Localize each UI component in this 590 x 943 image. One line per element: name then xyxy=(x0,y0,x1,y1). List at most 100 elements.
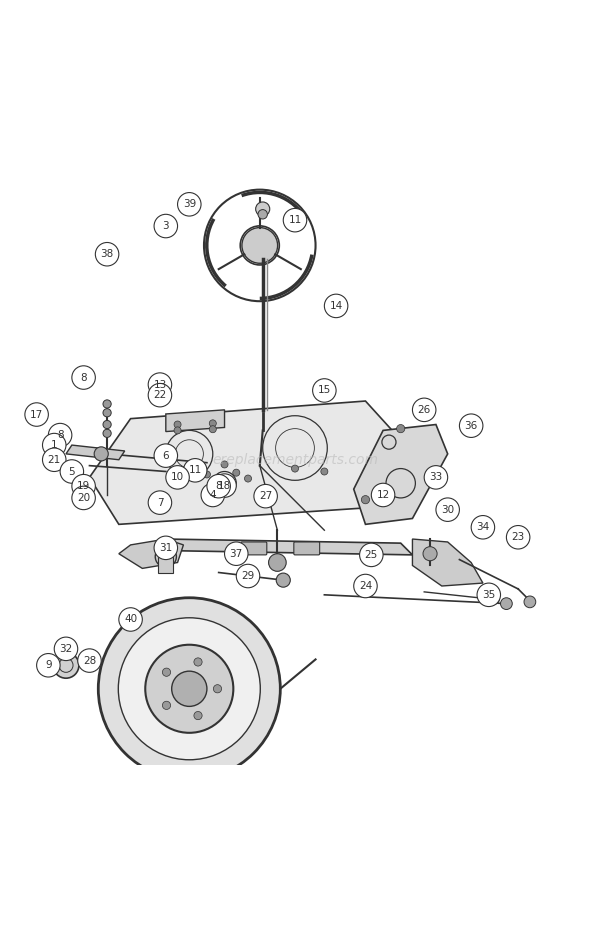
Text: 8: 8 xyxy=(80,372,87,383)
Circle shape xyxy=(154,214,178,238)
Circle shape xyxy=(60,460,84,483)
Text: 11: 11 xyxy=(189,465,202,475)
Text: 37: 37 xyxy=(230,549,243,558)
Circle shape xyxy=(99,598,280,780)
Circle shape xyxy=(72,366,96,389)
Circle shape xyxy=(254,485,277,508)
Circle shape xyxy=(94,447,108,461)
Circle shape xyxy=(96,242,119,266)
Text: 15: 15 xyxy=(318,386,331,395)
Circle shape xyxy=(424,466,448,489)
Text: 27: 27 xyxy=(259,491,272,501)
Circle shape xyxy=(209,420,217,427)
Circle shape xyxy=(283,208,307,232)
Text: 35: 35 xyxy=(482,589,496,600)
Circle shape xyxy=(232,470,240,476)
Circle shape xyxy=(172,671,207,706)
Circle shape xyxy=(359,543,383,567)
Circle shape xyxy=(174,427,181,434)
Text: ereplacementparts.com: ereplacementparts.com xyxy=(212,453,378,467)
Text: 6: 6 xyxy=(162,451,169,460)
Circle shape xyxy=(53,653,79,678)
Text: 30: 30 xyxy=(441,505,454,515)
Text: 18: 18 xyxy=(218,481,231,490)
Text: 32: 32 xyxy=(60,644,73,653)
Text: 22: 22 xyxy=(153,390,166,400)
Circle shape xyxy=(506,525,530,549)
Circle shape xyxy=(194,658,202,666)
Circle shape xyxy=(178,192,201,216)
Circle shape xyxy=(209,425,217,433)
Circle shape xyxy=(500,598,512,609)
Circle shape xyxy=(183,458,207,482)
Text: 14: 14 xyxy=(329,301,343,311)
Circle shape xyxy=(37,653,60,677)
Text: 23: 23 xyxy=(512,532,525,542)
Circle shape xyxy=(321,468,328,475)
Circle shape xyxy=(72,474,96,498)
Circle shape xyxy=(291,465,299,472)
Text: 38: 38 xyxy=(100,249,114,259)
Circle shape xyxy=(148,384,172,407)
Polygon shape xyxy=(354,424,448,524)
Circle shape xyxy=(477,583,500,606)
Text: 10: 10 xyxy=(171,472,184,483)
Text: 11: 11 xyxy=(289,215,301,225)
Circle shape xyxy=(119,607,142,631)
Circle shape xyxy=(423,547,437,561)
Circle shape xyxy=(201,483,225,506)
Circle shape xyxy=(255,202,270,216)
Circle shape xyxy=(471,516,494,539)
Circle shape xyxy=(103,429,111,438)
Text: 8: 8 xyxy=(215,481,222,491)
Circle shape xyxy=(276,573,290,587)
Circle shape xyxy=(154,444,178,468)
Circle shape xyxy=(162,668,171,676)
Circle shape xyxy=(148,372,172,396)
Polygon shape xyxy=(166,410,225,432)
Circle shape xyxy=(78,649,101,672)
Circle shape xyxy=(371,483,395,506)
Text: 5: 5 xyxy=(68,467,75,476)
Circle shape xyxy=(313,379,336,403)
Circle shape xyxy=(155,546,176,568)
Circle shape xyxy=(25,403,48,426)
Circle shape xyxy=(460,414,483,438)
Text: 17: 17 xyxy=(30,409,43,420)
Circle shape xyxy=(236,564,260,587)
Text: 34: 34 xyxy=(476,522,490,532)
Polygon shape xyxy=(119,539,183,569)
Polygon shape xyxy=(90,401,424,524)
Text: 39: 39 xyxy=(183,199,196,209)
Text: 1: 1 xyxy=(51,440,58,450)
Text: 12: 12 xyxy=(376,490,390,500)
FancyBboxPatch shape xyxy=(294,542,320,554)
Text: 4: 4 xyxy=(209,490,216,500)
Text: 25: 25 xyxy=(365,550,378,560)
FancyBboxPatch shape xyxy=(241,542,267,554)
Circle shape xyxy=(207,474,231,498)
Circle shape xyxy=(72,487,96,509)
Text: 7: 7 xyxy=(156,498,163,507)
Polygon shape xyxy=(166,539,412,554)
Bar xyxy=(158,556,173,572)
Text: 19: 19 xyxy=(77,481,90,491)
Circle shape xyxy=(396,424,405,433)
Text: 3: 3 xyxy=(162,221,169,231)
Circle shape xyxy=(103,421,111,429)
Text: 36: 36 xyxy=(464,421,478,431)
Circle shape xyxy=(119,618,260,760)
Circle shape xyxy=(258,209,267,219)
Circle shape xyxy=(186,463,193,471)
Text: 33: 33 xyxy=(430,472,442,483)
Circle shape xyxy=(103,400,111,408)
Circle shape xyxy=(221,461,228,468)
Circle shape xyxy=(54,637,78,661)
Circle shape xyxy=(103,408,111,417)
Text: 13: 13 xyxy=(153,380,166,389)
Circle shape xyxy=(145,645,233,733)
Text: 31: 31 xyxy=(159,543,172,553)
Circle shape xyxy=(162,459,169,466)
Circle shape xyxy=(214,685,222,693)
Circle shape xyxy=(204,471,211,478)
